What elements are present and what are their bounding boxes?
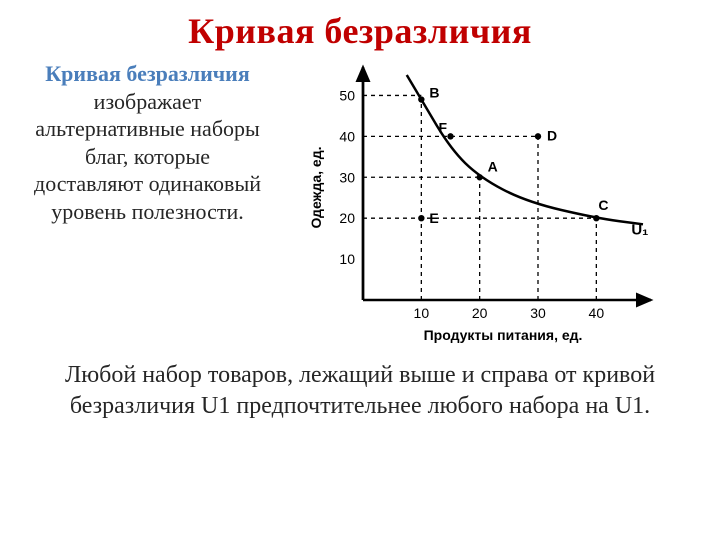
chart-container: 10 20 30 40 10 20 30 40 50 Продукты питания, ед. О… bbox=[275, 60, 690, 350]
point-label-C: C bbox=[598, 197, 608, 213]
point-E bbox=[418, 215, 424, 221]
y-axis-label: Одежда, ед. bbox=[308, 147, 324, 229]
x-axis-label: Продукты питания, ед. bbox=[423, 327, 582, 343]
y-tick-label: 30 bbox=[339, 169, 355, 185]
point-label-A: A bbox=[487, 158, 497, 174]
y-tick-label: 40 bbox=[339, 128, 355, 144]
point-label-F: F bbox=[438, 119, 447, 135]
point-D bbox=[534, 133, 540, 139]
point-label-B: B bbox=[429, 85, 439, 101]
indifference-curve-chart: 10 20 30 40 10 20 30 40 50 Продукты питания, ед. О… bbox=[293, 60, 673, 350]
content-row: Кривая безразличия изображает альтернати… bbox=[30, 60, 690, 350]
side-text: Кривая безразличия изображает альтернати… bbox=[30, 60, 265, 225]
point-A bbox=[476, 174, 482, 180]
y-tick-label: 20 bbox=[339, 210, 355, 226]
point-F bbox=[447, 133, 453, 139]
y-tick-label: 50 bbox=[339, 87, 355, 103]
point-B bbox=[418, 96, 424, 102]
curve-label: U₁ bbox=[631, 222, 648, 239]
point-label-D: D bbox=[547, 127, 557, 143]
point-label-E: E bbox=[429, 210, 438, 226]
slide: Кривая безразличия Кривая безразличия из… bbox=[0, 0, 720, 540]
x-tick-label: 10 bbox=[413, 305, 429, 321]
bottom-text: Любой набор товаров, лежащий выше и спра… bbox=[30, 360, 690, 422]
point-C bbox=[593, 215, 599, 221]
x-tick-label: 40 bbox=[588, 305, 604, 321]
side-text-rest: изображает альтернативные наборы благ, к… bbox=[34, 89, 261, 224]
x-tick-label: 30 bbox=[530, 305, 546, 321]
x-tick-label: 20 bbox=[471, 305, 487, 321]
side-text-lead: Кривая безразличия bbox=[45, 61, 250, 86]
y-tick-label: 10 bbox=[339, 251, 355, 267]
page-title: Кривая безразличия bbox=[30, 10, 690, 52]
